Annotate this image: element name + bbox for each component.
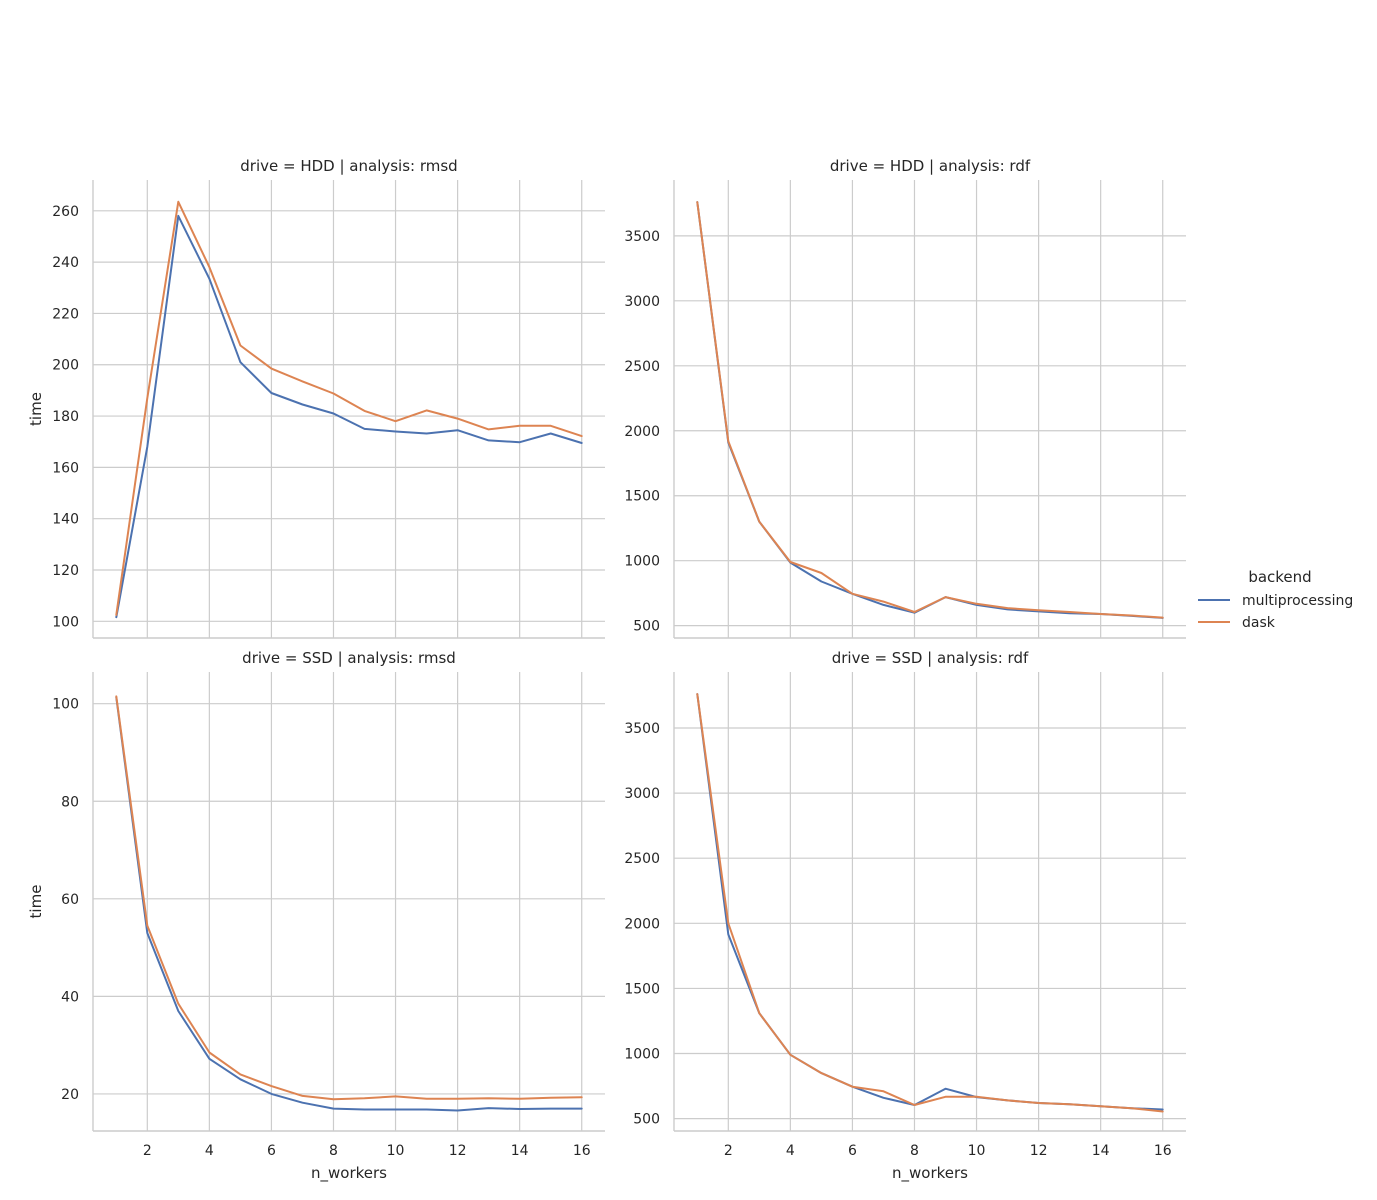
y-tick-label: 3000	[624, 294, 660, 310]
y-tick-label: 60	[61, 892, 79, 908]
x-tick-label: 14	[511, 1143, 529, 1159]
x-axis-label: n_workers	[311, 1164, 387, 1183]
legend: backend multiprocessing dask	[1198, 568, 1353, 631]
legend-label: dask	[1242, 615, 1276, 631]
y-tick-label: 260	[52, 204, 79, 220]
y-axis-label: time	[27, 885, 45, 919]
y-tick-label: 1000	[624, 554, 660, 570]
x-tick-label: 8	[910, 1143, 919, 1159]
x-tick-label: 4	[786, 1143, 795, 1159]
series-line-dask	[696, 201, 1164, 619]
y-tick-label: 100	[52, 614, 79, 630]
y-tick-label: 140	[52, 512, 79, 528]
series-line-multiprocessing	[696, 693, 1164, 1111]
x-tick-label: 10	[968, 1143, 986, 1159]
y-tick-label: 20	[61, 1087, 79, 1103]
y-tick-label: 1500	[624, 489, 660, 505]
legend-label: multiprocessing	[1242, 593, 1353, 609]
y-tick-label: 1000	[624, 1047, 660, 1063]
x-tick-label: 10	[387, 1143, 405, 1159]
y-tick-label: 200	[52, 358, 79, 374]
legend-title: backend	[1248, 568, 1311, 586]
y-tick-label: 500	[633, 619, 660, 635]
series-line-dask	[115, 200, 583, 616]
x-tick-label: 14	[1092, 1143, 1110, 1159]
y-tick-label: 3500	[624, 229, 660, 245]
y-tick-label: 2000	[624, 424, 660, 440]
facet-panel-2: 500 1000 1500 2000 2500 3000 3500 drive = HDD |…	[624, 157, 1186, 639]
x-tick-label: 2	[724, 1143, 733, 1159]
y-tick-label: 500	[633, 1112, 660, 1128]
y-tick-label: 2500	[624, 359, 660, 375]
x-tick-label: 16	[1154, 1143, 1172, 1159]
x-tick-label: 2	[143, 1143, 152, 1159]
y-tick-label: 160	[52, 460, 79, 476]
panel-title: drive = SSD | analysis: rdf	[832, 649, 1029, 667]
x-tick-label: 8	[329, 1143, 338, 1159]
x-tick-label: 12	[1030, 1143, 1048, 1159]
x-tick-label: 12	[449, 1143, 467, 1159]
facet-panel-4: 500 1000 1500 2000 2500 3000 3500 2 4 6 8 10 12 14 16 d…	[624, 649, 1186, 1183]
y-tick-label: 100	[52, 697, 79, 713]
x-tick-label: 16	[573, 1143, 591, 1159]
x-tick-label: 6	[267, 1143, 276, 1159]
y-tick-label: 3000	[624, 786, 660, 802]
y-tick-label: 180	[52, 409, 79, 425]
y-tick-label: 40	[61, 989, 79, 1005]
facet-panel-1: 100 120 140 160 180 200 220 240 260 drive = HDD |…	[27, 157, 605, 639]
panel-title: drive = SSD | analysis: rmsd	[242, 649, 456, 667]
y-tick-label: 120	[52, 563, 79, 579]
panel-title: drive = HDD | analysis: rdf	[830, 157, 1031, 175]
x-tick-label: 4	[205, 1143, 214, 1159]
series-line-dask	[696, 693, 1164, 1113]
x-tick-label: 6	[848, 1143, 857, 1159]
y-tick-label: 2000	[624, 916, 660, 932]
y-axis-label: time	[27, 392, 45, 426]
series-line-dask	[115, 695, 583, 1101]
y-tick-label: 1500	[624, 981, 660, 997]
y-tick-label: 80	[61, 794, 79, 810]
series-line-multiprocessing	[696, 201, 1164, 619]
y-tick-label: 220	[52, 306, 79, 322]
y-tick-label: 240	[52, 255, 79, 271]
y-tick-label: 3500	[624, 721, 660, 737]
y-tick-label: 2500	[624, 851, 660, 867]
panel-title: drive = HDD | analysis: rmsd	[240, 157, 457, 175]
series-line-multiprocessing	[115, 214, 583, 619]
series-line-multiprocessing	[115, 696, 583, 1112]
facet-panel-3: 20 40 60 80 100 2 4 6 8 10 12 14 16 drive = SSD | ana…	[27, 649, 605, 1183]
x-axis-label: n_workers	[892, 1164, 968, 1183]
